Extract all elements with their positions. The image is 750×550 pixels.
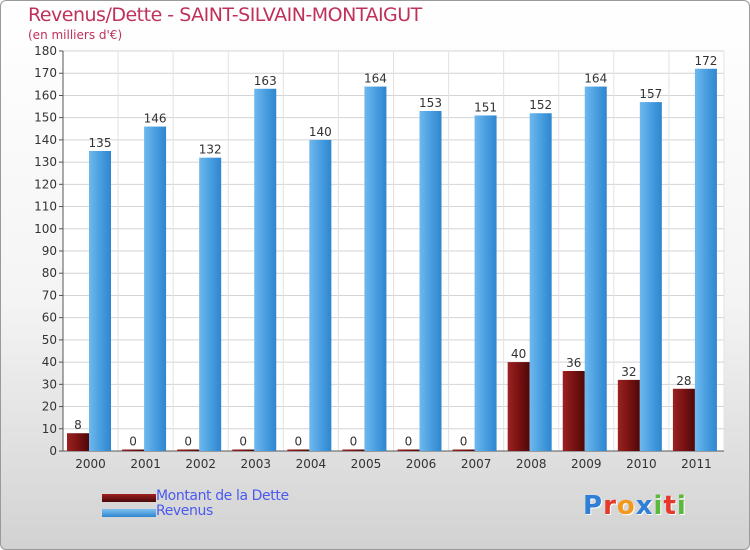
data-label-dette: 8 [74,418,82,432]
proxiti-logo: Proxiti [583,491,687,521]
bar-revenus [199,157,222,451]
data-label-revenus: 151 [474,100,497,114]
bar-dette [232,449,255,451]
y-tick-label: 160 [34,88,57,102]
y-tick-label: 130 [34,155,57,169]
data-label-dette: 0 [239,435,247,449]
y-tick-label: 150 [34,111,57,125]
x-tick-label: 2007 [461,457,492,471]
data-label-revenus: 164 [584,72,607,86]
data-label-revenus: 152 [529,98,552,112]
logo-letter: o [616,491,636,521]
bar-revenus [254,88,277,452]
data-label-dette: 28 [676,374,691,388]
bar-revenus [529,113,552,451]
data-label-dette: 0 [184,435,192,449]
data-label-dette: 40 [511,347,526,361]
data-label-dette: 32 [621,365,636,379]
x-tick-label: 2011 [681,457,712,471]
y-tick-label: 170 [34,66,57,80]
y-tick-label: 90 [42,244,57,258]
data-label-revenus: 153 [419,96,442,110]
bar-revenus [419,111,442,451]
y-tick-label: 0 [49,444,57,458]
logo-letter: i [676,491,687,521]
bar-revenus [639,102,662,451]
bar-dette [342,449,365,451]
data-label-dette: 0 [295,435,303,449]
y-tick-label: 50 [42,333,57,347]
x-tick-label: 2009 [571,457,602,471]
x-tick-label: 2004 [296,457,327,471]
data-label-dette: 36 [566,356,581,370]
data-label-revenus: 172 [694,54,717,68]
bar-dette [67,433,89,451]
legend-label-dette: Montant de la Dette [156,488,289,504]
bar-revenus [144,126,167,452]
bar-dette [562,371,585,451]
x-tick-label: 2002 [185,457,216,471]
bar-dette [507,362,530,451]
data-label-revenus: 157 [639,87,662,101]
data-label-dette: 0 [350,435,358,449]
y-tick-label: 80 [42,266,57,280]
bar-revenus [364,86,387,452]
logo-letter: P [583,491,604,521]
y-tick-label: 120 [34,177,57,191]
x-tick-label: 2001 [130,457,161,471]
bar-dette [617,379,640,451]
y-tick-label: 140 [34,133,57,147]
bar-revenus [309,139,332,451]
bar-revenus [474,115,497,451]
bar-dette [177,449,200,451]
y-tick-label: 20 [42,400,57,414]
x-tick-label: 2010 [626,457,657,471]
x-tick-label: 2005 [351,457,382,471]
data-label-dette: 0 [405,435,413,449]
bar-revenus [584,86,607,452]
bar-dette [287,449,310,451]
x-tick-label: 2003 [241,457,272,471]
y-tick-label: 70 [42,288,57,302]
data-label-dette: 0 [129,435,137,449]
data-label-dette: 0 [460,435,468,449]
x-tick-label: 2008 [516,457,547,471]
logo-letter: t [663,491,677,521]
x-tick-label: 2006 [406,457,437,471]
data-label-revenus: 163 [254,74,277,88]
bar-dette [672,388,695,451]
y-tick-label: 180 [34,44,57,58]
legend-label-revenus: Revenus [156,503,213,519]
legend-swatch-dette [102,494,156,502]
y-tick-label: 110 [34,200,57,214]
y-tick-label: 30 [42,377,57,391]
data-label-revenus: 135 [89,136,112,150]
data-label-revenus: 146 [144,112,167,126]
data-label-revenus: 140 [309,125,332,139]
bar-revenus [89,151,111,451]
bar-dette [397,449,420,451]
y-tick-label: 40 [42,355,57,369]
chart-title: Revenus/Dette - SAINT-SILVAIN-MONTAIGUT [28,4,422,26]
data-label-revenus: 132 [199,143,222,157]
logo-letter: x [635,491,654,521]
y-tick-label: 100 [34,222,57,236]
bar-revenus [694,68,717,452]
bar-dette [122,449,145,451]
chart-subtitle: (en milliers d'€) [28,28,123,42]
y-tick-label: 60 [42,311,57,325]
bar-dette [452,449,475,451]
legend-swatch-revenus [102,509,156,517]
y-tick-label: 10 [42,422,57,436]
logo-letter: i [653,491,664,521]
x-tick-label: 2000 [75,457,106,471]
data-label-revenus: 164 [364,72,387,86]
logo-letter: r [603,491,617,521]
